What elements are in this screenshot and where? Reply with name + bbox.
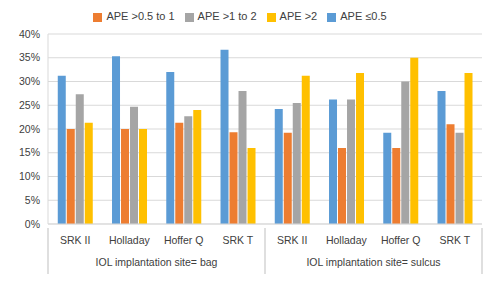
html-text:APE >1 to 2: APE >1 to 2 (197, 10, 257, 22)
svg-text:0%: 0% (25, 218, 40, 230)
svg-text:IOL implantation site= bag: IOL implantation site= bag (96, 256, 218, 268)
svg-text:IOL implantation site= sulcus: IOL implantation site= sulcus (306, 256, 440, 268)
svg-text:10%: 10% (19, 170, 40, 182)
svg-text:30%: 30% (19, 75, 40, 87)
svg-text:20%: 20% (19, 123, 40, 135)
svg-text:Hoffer Q: Hoffer Q (164, 234, 204, 246)
svg-text:SRK T: SRK T (223, 234, 254, 246)
html-text:APE >2: APE >2 (279, 10, 318, 22)
svg-text:Holladay: Holladay (109, 234, 151, 246)
svg-text:SRK II: SRK II (60, 234, 90, 246)
svg-text:Hoffer Q: Hoffer Q (381, 234, 421, 246)
html-text:APE ≤0.5: APE ≤0.5 (340, 10, 387, 22)
svg-text:35%: 35% (19, 51, 40, 63)
svg-text:SRK II: SRK II (277, 234, 307, 246)
svg-text:15%: 15% (19, 146, 40, 158)
svg-text:40%: 40% (19, 28, 40, 40)
svg-text:SRK T: SRK T (440, 234, 471, 246)
svg-text:25%: 25% (19, 99, 40, 111)
svg-text:Holladay: Holladay (326, 234, 368, 246)
svg-text:5%: 5% (25, 194, 40, 206)
html-text:APE >0.5 to 1: APE >0.5 to 1 (106, 10, 175, 22)
